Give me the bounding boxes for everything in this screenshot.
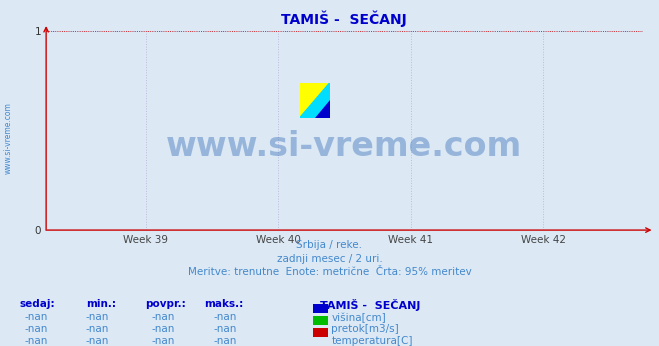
Text: TAMIŠ -  SEČANJ: TAMIŠ - SEČANJ: [320, 299, 420, 311]
Title: TAMIŠ -  SEČANJ: TAMIŠ - SEČANJ: [281, 11, 407, 27]
Text: povpr.:: povpr.:: [145, 299, 186, 309]
Text: -nan: -nan: [214, 324, 237, 334]
Text: www.si-vreme.com: www.si-vreme.com: [166, 130, 523, 163]
Text: -nan: -nan: [86, 336, 109, 346]
Text: -nan: -nan: [152, 312, 175, 322]
Text: maks.:: maks.:: [204, 299, 244, 309]
Text: sedaj:: sedaj:: [20, 299, 55, 309]
Text: www.si-vreme.com: www.si-vreme.com: [3, 102, 13, 174]
Text: -nan: -nan: [86, 312, 109, 322]
Text: Meritve: trenutne  Enote: metrične  Črta: 95% meritev: Meritve: trenutne Enote: metrične Črta: …: [188, 267, 471, 277]
Polygon shape: [300, 83, 330, 118]
Polygon shape: [315, 100, 330, 118]
Text: pretok[m3/s]: pretok[m3/s]: [331, 324, 399, 334]
Text: -nan: -nan: [214, 312, 237, 322]
Text: višina[cm]: višina[cm]: [331, 312, 386, 323]
Text: zadnji mesec / 2 uri.: zadnji mesec / 2 uri.: [277, 254, 382, 264]
Text: -nan: -nan: [24, 336, 48, 346]
Text: Srbija / reke.: Srbija / reke.: [297, 240, 362, 251]
Text: -nan: -nan: [214, 336, 237, 346]
Text: -nan: -nan: [24, 312, 48, 322]
Text: min.:: min.:: [86, 299, 116, 309]
Text: -nan: -nan: [152, 324, 175, 334]
Text: temperatura[C]: temperatura[C]: [331, 336, 413, 346]
Polygon shape: [300, 83, 330, 118]
Text: -nan: -nan: [86, 324, 109, 334]
Text: -nan: -nan: [152, 336, 175, 346]
Text: -nan: -nan: [24, 324, 48, 334]
